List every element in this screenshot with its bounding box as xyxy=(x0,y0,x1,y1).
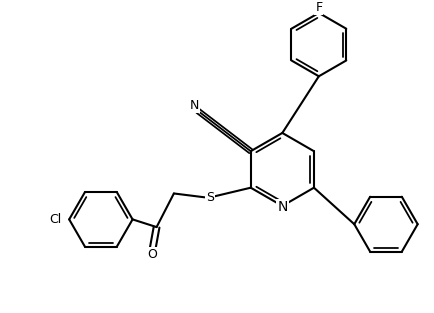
Text: Cl: Cl xyxy=(49,213,61,226)
Text: F: F xyxy=(315,1,322,14)
Text: S: S xyxy=(206,191,214,204)
Text: O: O xyxy=(147,249,156,261)
Text: N: N xyxy=(189,99,198,112)
Text: N: N xyxy=(276,200,287,214)
